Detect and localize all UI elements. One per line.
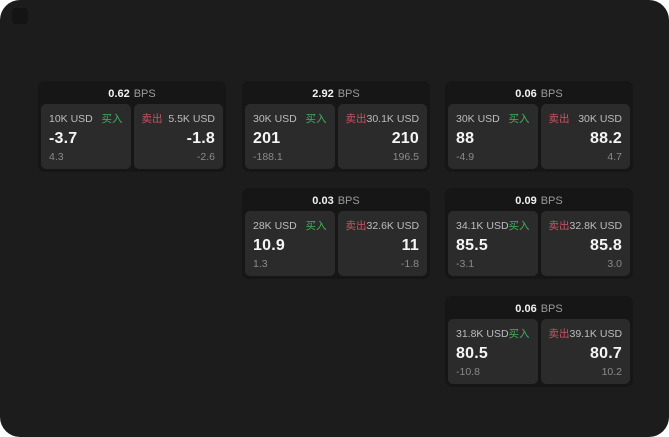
bps-unit: BPS [337,88,360,100]
buy-sub-value: 1.3 [253,258,268,270]
quote-card: 0.06 BPS 30K USD 买入 88 -4.9 卖出 30K USD 88… [445,81,633,172]
buy-price: 201 [253,129,281,147]
sell-label: 卖出 [345,113,367,125]
sell-sub-value: 3.0 [607,258,622,270]
bps-value: 0.06 [515,88,537,100]
sell-label: 卖出 [141,113,163,125]
sell-sub-value: -1.8 [400,258,419,270]
bps-unit: BPS [540,88,563,100]
sell-sub-value: 196.5 [392,151,419,163]
bps-value: 2.92 [312,88,334,100]
buy-sub-value: -4.9 [456,151,475,163]
bps-header: 0.03 BPS [245,191,427,211]
bps-value: 0.09 [515,195,537,207]
quote-card: 0.09 BPS 34.1K USD 买入 85.5 -3.1 卖出 32.8K … [445,188,633,279]
quote-card: 0.03 BPS 28K USD 买入 10.9 1.3 卖出 32.6K USD… [242,188,430,279]
sell-panel[interactable]: 卖出 30.1K USD 210 196.5 [337,104,427,169]
buy-price: 85.5 [456,236,488,254]
buy-amount: 30K USD [253,112,297,125]
buy-price: 10.9 [253,236,285,254]
buy-amount: 30K USD [456,112,500,125]
bps-unit: BPS [337,195,360,207]
buy-panel[interactable]: 31.8K USD 买入 80.5 -10.8 [448,319,538,384]
sell-sub-value: -2.6 [196,151,215,163]
buy-sub-value: -188.1 [253,151,283,163]
bps-header: 2.92 BPS [245,84,427,104]
sell-price: 88.2 [590,129,622,147]
sell-panel[interactable]: 卖出 30K USD 88.2 4.7 [540,104,630,169]
sell-price: 210 [391,129,419,147]
sell-sub-value: 10.2 [601,366,622,378]
bps-value: 0.03 [312,195,334,207]
buy-label: 买入 [508,220,530,232]
sell-amount: 30.1K USD [366,112,420,125]
sell-amount: 32.6K USD [366,219,420,232]
sell-label: 卖出 [548,220,570,232]
sell-amount: 32.8K USD [569,219,623,232]
bps-header: 0.09 BPS [448,191,630,211]
sell-label: 卖出 [548,328,570,340]
bps-value: 0.62 [108,88,130,100]
sell-price: 85.8 [590,236,622,254]
bps-unit: BPS [540,303,563,315]
buy-sub-value: 4.3 [49,151,64,163]
bps-unit: BPS [540,195,563,207]
sell-price: 11 [401,236,419,254]
buy-panel[interactable]: 28K USD 买入 10.9 1.3 [245,211,335,276]
buy-label: 买入 [305,220,327,232]
sell-panel[interactable]: 卖出 32.8K USD 85.8 3.0 [540,211,630,276]
buy-amount: 28K USD [253,219,297,232]
quote-card: 0.06 BPS 31.8K USD 买入 80.5 -10.8 卖出 39.1K… [445,296,633,387]
buy-sub-value: -3.1 [456,258,475,270]
buy-panel[interactable]: 30K USD 买入 88 -4.9 [448,104,538,169]
sell-amount: 5.5K USD [168,112,215,125]
buy-price: -3.7 [49,129,78,147]
buy-panel[interactable]: 34.1K USD 买入 85.5 -3.1 [448,211,538,276]
sell-label: 卖出 [548,113,570,125]
buy-panel[interactable]: 30K USD 买入 201 -188.1 [245,104,335,169]
buy-panel[interactable]: 10K USD 买入 -3.7 4.3 [41,104,131,169]
quote-card: 0.62 BPS 10K USD 买入 -3.7 4.3 卖出 5.5K USD … [38,81,226,172]
bps-header: 0.06 BPS [448,84,630,104]
sell-panel[interactable]: 卖出 32.6K USD 11 -1.8 [337,211,427,276]
sell-price: 80.7 [590,344,622,362]
buy-amount: 34.1K USD [456,219,509,232]
buy-price: 88 [456,129,475,147]
quote-card: 2.92 BPS 30K USD 买入 201 -188.1 卖出 30.1K U… [242,81,430,172]
buy-label: 买入 [508,113,530,125]
sell-panel[interactable]: 卖出 5.5K USD -1.8 -2.6 [133,104,223,169]
bps-header: 0.06 BPS [448,299,630,319]
bps-value: 0.06 [515,303,537,315]
buy-sub-value: -10.8 [456,366,480,378]
sell-sub-value: 4.7 [607,151,622,163]
sell-amount: 39.1K USD [569,327,623,340]
buy-label: 买入 [508,328,530,340]
sell-label: 卖出 [345,220,367,232]
sell-price: -1.8 [186,129,215,147]
buy-amount: 10K USD [49,112,93,125]
buy-label: 买入 [305,113,327,125]
bps-unit: BPS [133,88,156,100]
bps-header: 0.62 BPS [41,84,223,104]
buy-price: 80.5 [456,344,488,362]
buy-amount: 31.8K USD [456,327,509,340]
buy-label: 买入 [101,113,123,125]
sell-panel[interactable]: 卖出 39.1K USD 80.7 10.2 [540,319,630,384]
sell-amount: 30K USD [578,112,622,125]
app-logo-icon [12,8,28,24]
